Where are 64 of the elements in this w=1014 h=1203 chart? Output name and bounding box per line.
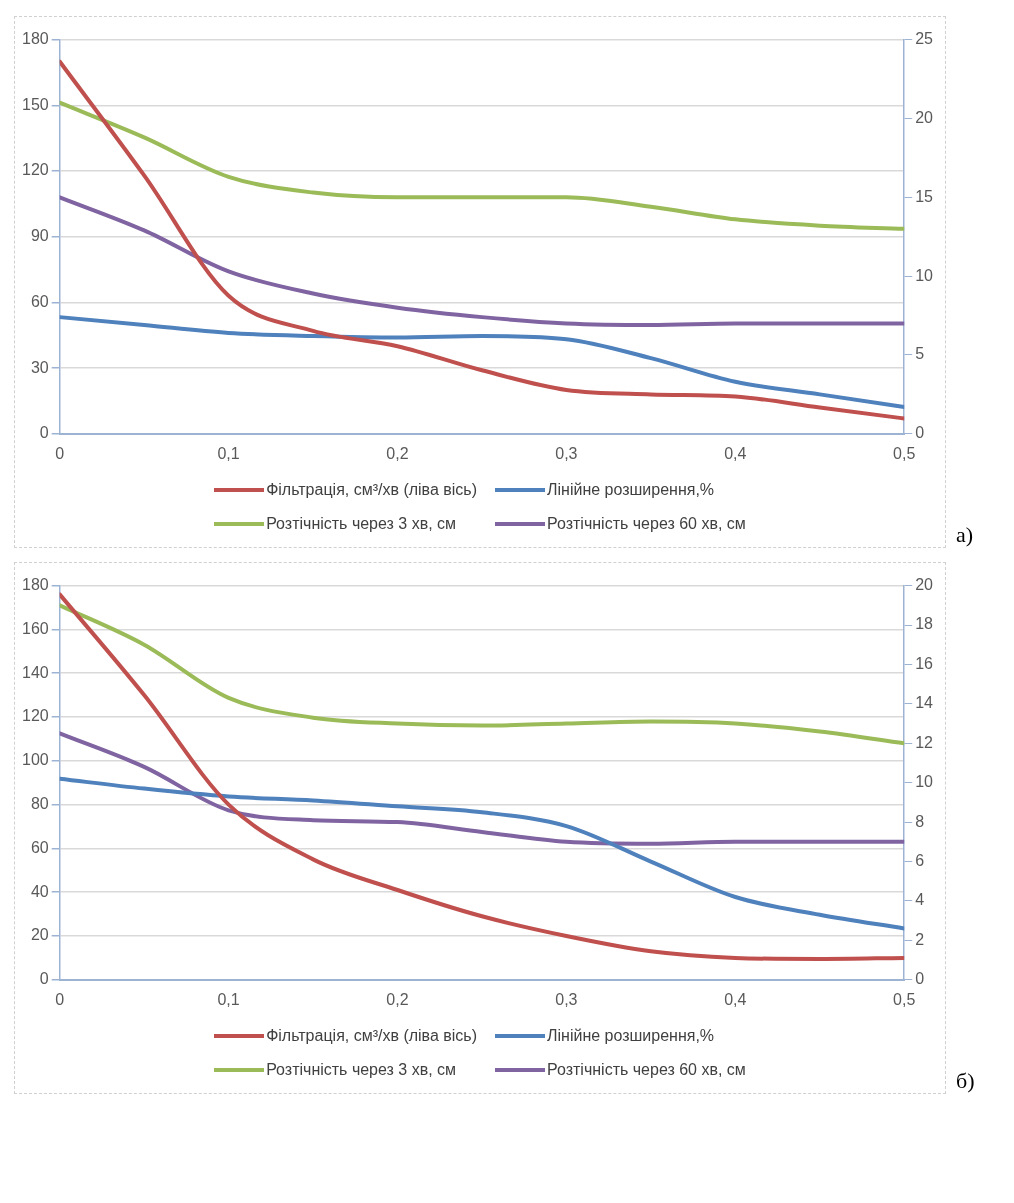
x-tick-label: 0 xyxy=(55,444,65,462)
line-series xyxy=(59,776,905,931)
x-tick-label: 0,2 xyxy=(386,444,409,462)
line-series xyxy=(59,592,905,961)
text: а) xyxy=(956,522,974,548)
y2-tick-label: 10 xyxy=(915,773,934,791)
y-tick-label: 20 xyxy=(30,926,49,944)
y-tick-label: 80 xyxy=(30,795,49,813)
line-series xyxy=(59,315,905,409)
x-tick-label: 0 xyxy=(55,990,65,1008)
y2-tick-label: 15 xyxy=(915,187,934,205)
y2-tick-label: 20 xyxy=(915,576,934,594)
line-series xyxy=(59,195,905,327)
y-tick-label: 60 xyxy=(30,838,49,856)
legend-label: Лінійне розширення,% xyxy=(547,481,715,499)
legend-label: Фільтрація, см³/хв (ліва вісь) xyxy=(266,481,477,499)
y-tick-label: 0 xyxy=(39,970,49,988)
y-tick-label: 100 xyxy=(21,751,49,769)
y2-tick-label: 0 xyxy=(915,970,925,988)
x-tick-label: 0,2 xyxy=(386,990,409,1008)
y2-tick-label: 12 xyxy=(915,733,934,751)
legend-label: Розтічність через 3 хв, см xyxy=(266,1061,457,1079)
y2-tick-label: 6 xyxy=(915,851,925,869)
x-tick-label: 0,4 xyxy=(724,990,747,1008)
y2-tick-label: 14 xyxy=(915,694,934,712)
y2-tick-label: 0 xyxy=(915,424,925,442)
y-tick-label: 40 xyxy=(30,882,49,900)
y-tick-label: 90 xyxy=(30,227,49,245)
y-tick-label: 0 xyxy=(39,424,49,442)
y2-tick-label: 4 xyxy=(915,891,925,909)
y2-tick-label: 10 xyxy=(915,266,934,284)
y2-tick-label: 2 xyxy=(915,930,925,948)
y2-tick-label: 18 xyxy=(915,615,934,633)
line-series xyxy=(59,100,905,231)
y2-tick-label: 8 xyxy=(915,812,925,830)
y-tick-label: 140 xyxy=(21,663,49,681)
x-tick-label: 0,1 xyxy=(217,444,240,462)
y-tick-label: 180 xyxy=(21,576,49,594)
x-tick-label: 0,3 xyxy=(555,444,578,462)
x-tick-label: 0,4 xyxy=(724,444,747,462)
line-series xyxy=(59,603,905,746)
x-tick-label: 0,5 xyxy=(893,990,916,1008)
y-tick-label: 160 xyxy=(21,619,49,637)
legend-label: Розтічність через 60 хв, см xyxy=(547,515,746,533)
y2-tick-label: 20 xyxy=(915,108,934,126)
x-tick-label: 0,3 xyxy=(555,990,578,1008)
y-tick-label: 120 xyxy=(21,707,49,725)
y2-tick-label: 16 xyxy=(915,654,934,672)
y2-tick-label: 25 xyxy=(915,30,934,48)
legend-label: Розтічність через 3 хв, см xyxy=(266,515,457,533)
legend-label: Розтічність через 60 хв, см xyxy=(547,1061,746,1079)
y2-tick-label: 5 xyxy=(915,345,925,363)
text: б) xyxy=(956,1068,975,1094)
legend-label: Лінійне розширення,% xyxy=(547,1027,715,1045)
legend-label: Фільтрація, см³/хв (ліва вісь) xyxy=(266,1027,477,1045)
y-tick-label: 30 xyxy=(30,358,49,376)
y-tick-label: 60 xyxy=(30,292,49,310)
x-tick-label: 0,5 xyxy=(893,444,916,462)
line-series xyxy=(59,731,905,846)
x-tick-label: 0,1 xyxy=(217,990,240,1008)
y-tick-label: 120 xyxy=(21,161,49,179)
y-tick-label: 150 xyxy=(21,95,49,113)
line-series xyxy=(59,59,905,421)
y-tick-label: 180 xyxy=(21,30,49,48)
